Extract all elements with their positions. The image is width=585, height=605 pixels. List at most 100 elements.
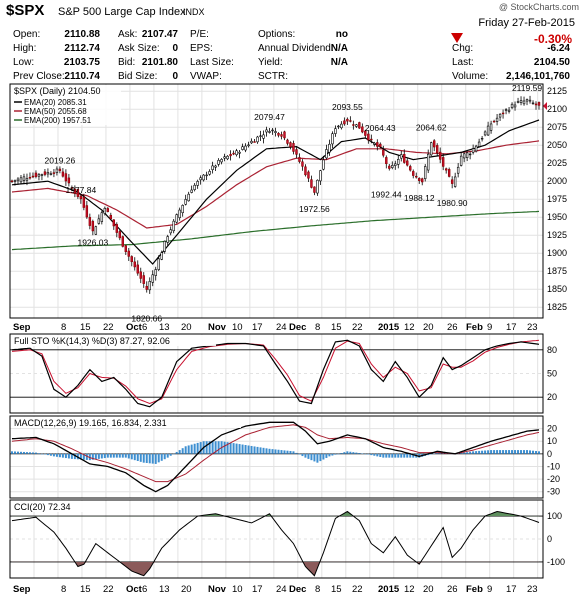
candle bbox=[115, 224, 119, 233]
ema200-line bbox=[11, 210, 540, 251]
macd-hist-bar bbox=[52, 453, 55, 457]
macd-hist-bar bbox=[295, 452, 298, 454]
candle bbox=[250, 140, 253, 144]
macd-hist-bar bbox=[304, 453, 307, 458]
macd-hist-bar bbox=[139, 453, 142, 462]
y-tick-label: 1900 bbox=[547, 248, 567, 258]
price-annotation: 1992.44 bbox=[371, 190, 402, 200]
candle bbox=[28, 177, 32, 179]
macd-hist-bar bbox=[463, 452, 466, 454]
x-tick-label: 24 bbox=[276, 584, 287, 595]
candle bbox=[534, 103, 538, 106]
candle bbox=[103, 207, 107, 214]
macd-hist-bar bbox=[11, 451, 13, 454]
candle bbox=[109, 214, 113, 220]
panel-title: CCI(20) 72.34 bbox=[14, 502, 71, 512]
macd-hist-bar bbox=[121, 453, 124, 458]
candle bbox=[301, 161, 304, 167]
macd-hist-bar bbox=[217, 441, 220, 454]
candle bbox=[382, 149, 385, 156]
macd-hist-bar bbox=[232, 443, 235, 454]
candle bbox=[337, 125, 340, 128]
macd-hist-bar bbox=[382, 453, 385, 458]
macd-hist-bar bbox=[277, 449, 280, 454]
macd-hist-bar bbox=[226, 442, 229, 454]
candle bbox=[70, 187, 74, 189]
price-annotation: 2064.43 bbox=[365, 123, 396, 133]
candle bbox=[483, 131, 487, 136]
x-tick-label: 9 bbox=[487, 584, 492, 595]
candle bbox=[25, 178, 29, 181]
x-tick-label: 20 bbox=[423, 322, 434, 333]
x-tick-label: Feb bbox=[466, 322, 483, 333]
macd-hist-bar bbox=[490, 450, 493, 454]
macd-hist-bar bbox=[169, 453, 172, 456]
candle bbox=[474, 145, 478, 152]
x-tick-label: 12 bbox=[404, 322, 415, 333]
macd-hist-bar bbox=[367, 453, 370, 455]
y-tick-label: 20 bbox=[547, 392, 557, 402]
candle bbox=[289, 142, 292, 148]
candle bbox=[477, 141, 481, 147]
x-tick-label: 8 bbox=[315, 584, 320, 595]
macd-hist-bar bbox=[487, 450, 490, 454]
y-tick-label: 1950 bbox=[547, 212, 567, 222]
candle bbox=[516, 101, 520, 103]
macd-hist-bar bbox=[58, 453, 61, 458]
y-tick-label: 2125 bbox=[547, 86, 567, 96]
candle bbox=[394, 163, 397, 166]
candle bbox=[424, 166, 427, 179]
title-bg bbox=[11, 417, 241, 428]
macd-hist-bar bbox=[43, 453, 46, 455]
macd-hist-bar bbox=[397, 453, 400, 458]
macd-hist-bar bbox=[151, 453, 154, 464]
macd-hist-bar bbox=[301, 453, 304, 457]
candle bbox=[298, 157, 301, 162]
macd-hist-bar bbox=[250, 445, 253, 454]
candle bbox=[235, 150, 238, 156]
macd-hist-bar bbox=[289, 451, 292, 454]
y-tick-label: 2075 bbox=[547, 122, 567, 132]
candle bbox=[130, 256, 133, 263]
candle bbox=[151, 274, 154, 283]
candle bbox=[61, 171, 65, 177]
macd-line bbox=[11, 421, 540, 493]
macd-hist-bar bbox=[286, 450, 289, 454]
y-tick-label: -20 bbox=[547, 474, 560, 484]
candle bbox=[462, 153, 466, 159]
macd-hist-bar bbox=[91, 453, 94, 460]
candle bbox=[361, 126, 364, 133]
candle bbox=[106, 208, 110, 212]
legend-entry: EMA(50) 2055.68 bbox=[24, 107, 87, 116]
candle bbox=[10, 180, 14, 182]
legend-bg bbox=[11, 85, 121, 125]
macd-hist-bar bbox=[46, 453, 49, 456]
candle bbox=[40, 174, 44, 176]
macd-hist-bar bbox=[517, 450, 520, 454]
x-tick-label: 10 bbox=[232, 584, 243, 595]
macd-hist-bar bbox=[160, 453, 163, 461]
candle bbox=[432, 140, 436, 148]
y-tick-label: 2100 bbox=[547, 104, 567, 114]
candle bbox=[229, 153, 232, 157]
candle bbox=[447, 169, 451, 177]
quote-summary: Chg: -6.24 Last: 2104.50 Volume: 2,146,101,76… bbox=[452, 43, 570, 82]
macd-hist-bar bbox=[19, 451, 22, 454]
candle bbox=[438, 151, 442, 160]
candle bbox=[388, 165, 391, 169]
candle bbox=[82, 196, 86, 208]
macd-hist-bar bbox=[466, 452, 469, 454]
macd-hist-bar bbox=[394, 453, 397, 458]
candle bbox=[358, 122, 361, 129]
field-value: -6.24 bbox=[547, 43, 570, 54]
bottom-axis: Sep 8 15 22 Oct 6 13 20 Nov 10 17 24 Dec 8 15 22 2015 12 2… bbox=[13, 584, 538, 595]
macd-hist-bar bbox=[130, 453, 133, 460]
x-tick-label: 23 bbox=[527, 584, 538, 595]
candle bbox=[370, 138, 373, 141]
cci-line bbox=[11, 510, 540, 577]
candle bbox=[259, 135, 262, 137]
macd-hist-bar bbox=[508, 450, 511, 454]
macd-hist-bar bbox=[268, 448, 271, 454]
stoch-d-line bbox=[11, 339, 540, 405]
candle bbox=[55, 168, 59, 173]
